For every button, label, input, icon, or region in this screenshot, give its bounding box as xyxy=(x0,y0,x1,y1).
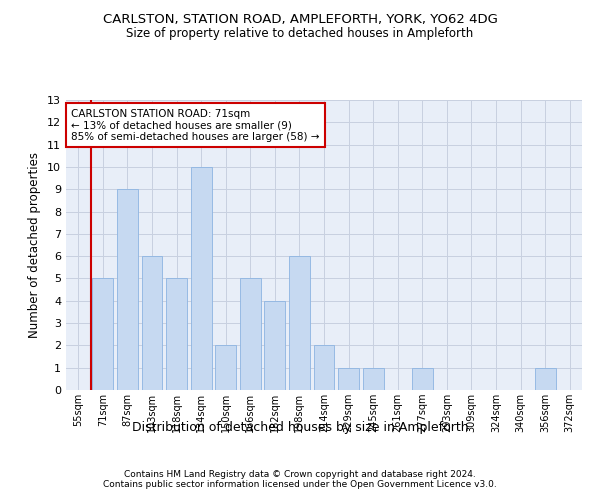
Bar xyxy=(92,278,113,390)
Bar xyxy=(166,278,187,390)
Y-axis label: Number of detached properties: Number of detached properties xyxy=(28,152,41,338)
Text: Contains HM Land Registry data © Crown copyright and database right 2024.: Contains HM Land Registry data © Crown c… xyxy=(124,470,476,479)
Text: CARLSTON STATION ROAD: 71sqm
← 13% of detached houses are smaller (9)
85% of sem: CARLSTON STATION ROAD: 71sqm ← 13% of de… xyxy=(71,108,320,142)
Bar xyxy=(215,346,236,390)
Bar xyxy=(142,256,163,390)
Bar xyxy=(314,346,334,390)
Text: CARLSTON, STATION ROAD, AMPLEFORTH, YORK, YO62 4DG: CARLSTON, STATION ROAD, AMPLEFORTH, YORK… xyxy=(103,12,497,26)
Bar xyxy=(117,189,138,390)
Bar xyxy=(240,278,261,390)
Bar xyxy=(412,368,433,390)
Text: Distribution of detached houses by size in Ampleforth: Distribution of detached houses by size … xyxy=(131,421,469,434)
Bar xyxy=(265,301,286,390)
Bar xyxy=(362,368,383,390)
Bar xyxy=(338,368,359,390)
Bar xyxy=(191,167,212,390)
Bar xyxy=(289,256,310,390)
Text: Contains public sector information licensed under the Open Government Licence v3: Contains public sector information licen… xyxy=(103,480,497,489)
Text: Size of property relative to detached houses in Ampleforth: Size of property relative to detached ho… xyxy=(127,28,473,40)
Bar xyxy=(535,368,556,390)
